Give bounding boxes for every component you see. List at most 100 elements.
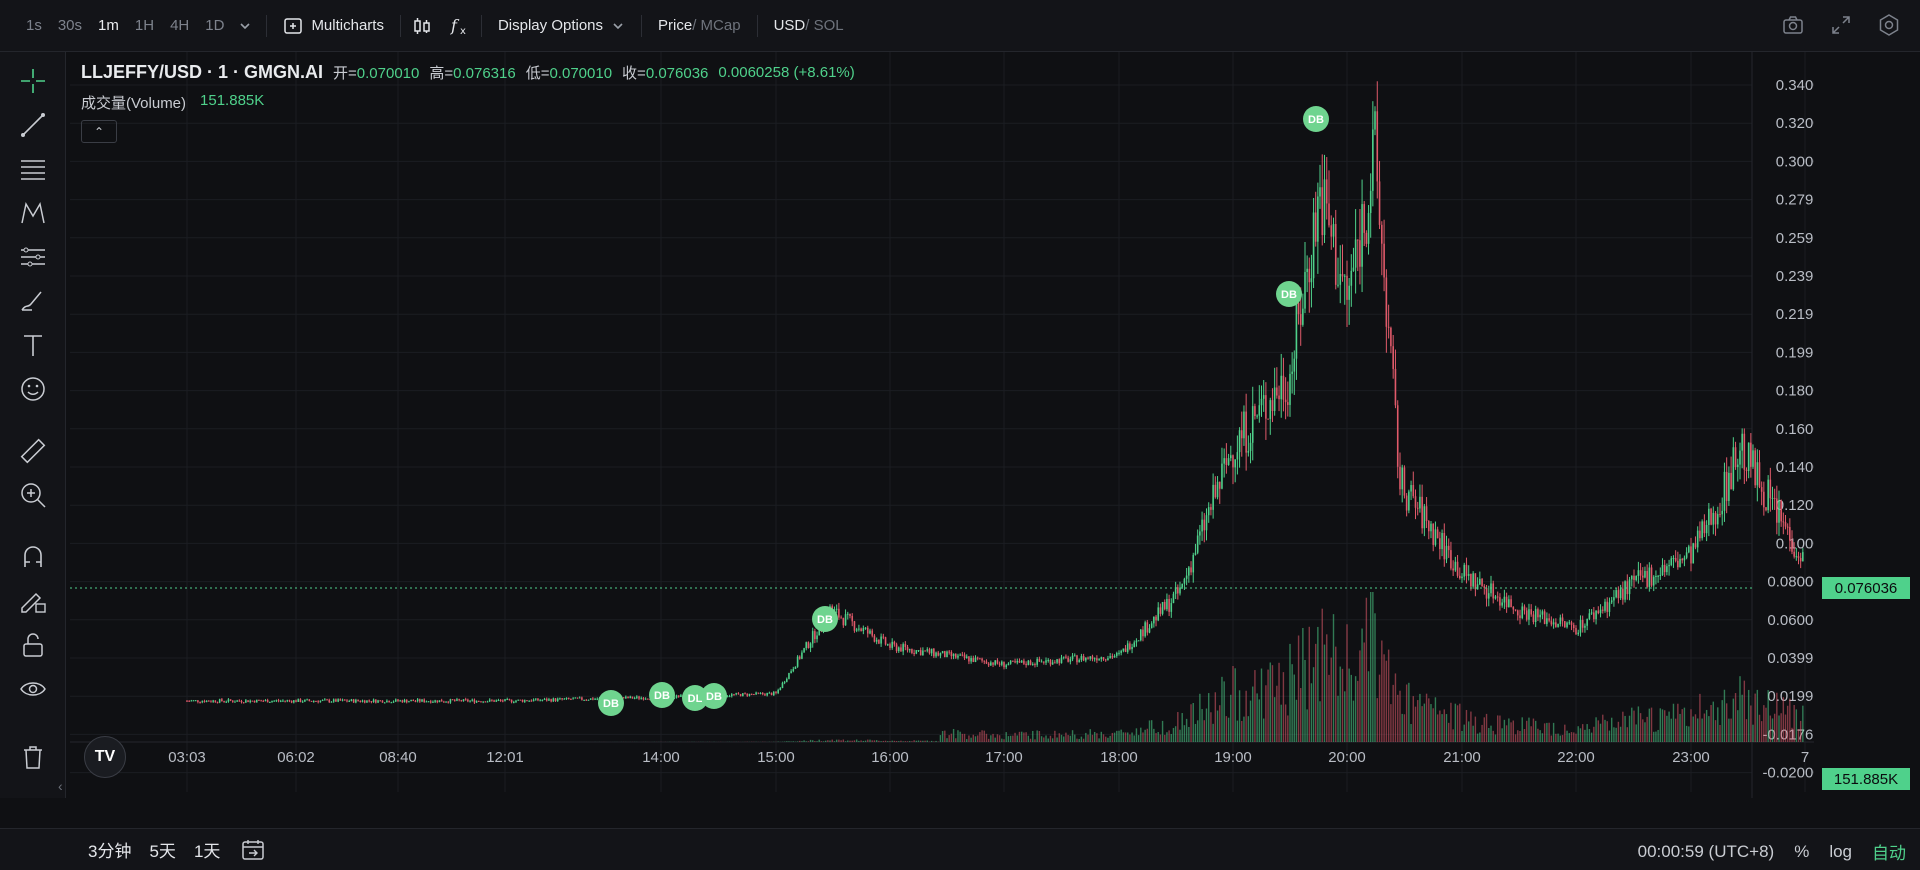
emoji-icon[interactable] [16, 372, 50, 406]
candle-body [306, 699, 308, 701]
timeframe-4H[interactable]: 4H [170, 17, 190, 34]
currency-toggle[interactable]: USD/ SOL [766, 17, 852, 34]
text-icon[interactable] [16, 328, 50, 362]
camera-icon[interactable] [1780, 12, 1806, 38]
candle-style-icon[interactable] [409, 13, 435, 39]
volume-bar [1188, 726, 1190, 742]
candle-body [677, 695, 680, 697]
price-mcap-toggle[interactable]: Price/ MCap [650, 17, 749, 34]
candle-body [482, 701, 484, 703]
candle-body [1590, 612, 1593, 614]
volume-bar [1604, 719, 1606, 742]
volume-bar [1157, 732, 1159, 742]
candle-body [1559, 617, 1562, 624]
candle-body [1107, 658, 1109, 661]
collapse-legend-button[interactable]: ⌃ [81, 120, 117, 143]
range-button[interactable]: 3分钟 [88, 842, 132, 861]
volume-bar [1085, 732, 1087, 742]
candle-body [1304, 272, 1306, 309]
volume-bar [1394, 673, 1397, 742]
volume-bar [1341, 668, 1344, 742]
magnet-icon[interactable] [16, 540, 50, 574]
timeframe-1m[interactable]: 1m [98, 17, 119, 34]
volume-bar [1666, 715, 1668, 742]
volume-bar [1271, 665, 1274, 742]
eye-icon[interactable] [16, 672, 50, 706]
volume-bar [1159, 734, 1162, 742]
candle-body [1445, 545, 1448, 560]
candle-body [726, 696, 729, 698]
zoom-in-icon[interactable] [16, 478, 50, 512]
range-button[interactable]: 5天 [149, 842, 176, 861]
range-button[interactable]: 1天 [193, 842, 221, 861]
volume-bar [913, 740, 915, 742]
candle-body [1683, 557, 1686, 561]
candle-body [755, 692, 757, 695]
timeframe-1H[interactable]: 1H [134, 17, 155, 34]
volume-bar [1523, 728, 1526, 742]
timeframe-30s[interactable]: 30s [57, 17, 83, 34]
candle-body [1238, 430, 1241, 453]
candle-body [1163, 602, 1166, 610]
fib-icon[interactable] [16, 240, 50, 274]
candle-body [1688, 546, 1690, 553]
volume-bar [1543, 723, 1546, 742]
fullscreen-icon[interactable] [1828, 12, 1854, 38]
price-chart[interactable]: 0.34000 0.32000 0.30000 0.27999 0.25999 0.239… [70, 52, 1814, 798]
volume-bar [1419, 693, 1421, 742]
crosshair-icon[interactable] [16, 64, 50, 98]
volume-bar [915, 740, 918, 742]
candle-body [1408, 491, 1410, 511]
candle-body [1289, 373, 1291, 405]
candle-body [913, 652, 915, 654]
volume-bar [1674, 718, 1677, 742]
candle-body [981, 658, 983, 661]
trash-icon[interactable] [16, 740, 50, 774]
trend-line-icon[interactable] [16, 108, 50, 142]
brush-icon[interactable] [16, 284, 50, 318]
horizontal-lines-icon[interactable] [16, 152, 50, 186]
candle-body [1508, 599, 1510, 608]
lock-drawing-icon[interactable] [16, 584, 50, 618]
display-options-button[interactable]: Display Options [490, 17, 633, 34]
volume-bar [1315, 643, 1317, 742]
candle-body [556, 698, 559, 701]
volume-bar [1164, 734, 1166, 742]
percent-toggle[interactable]: % [1794, 841, 1810, 861]
volume-bar [1526, 720, 1528, 742]
multicharts-button[interactable]: Multicharts [275, 16, 392, 36]
volume-bar [992, 733, 994, 742]
volume-bar [1470, 711, 1472, 742]
candle-body [434, 700, 436, 702]
candle-body [275, 700, 278, 702]
candle-body [1421, 496, 1423, 529]
log-toggle[interactable]: log [1829, 841, 1852, 861]
tradingview-logo[interactable]: TV [84, 736, 126, 778]
candle-body [1214, 484, 1217, 498]
candle-body [853, 621, 856, 631]
candle-body [1541, 611, 1544, 615]
volume-bar [792, 741, 794, 742]
symbol-title[interactable]: LLJEFFY/USD · 1 · GMGN.AI [81, 62, 324, 82]
candle-body [1207, 507, 1210, 516]
volume-bar [1566, 730, 1568, 742]
unlock-icon[interactable] [16, 628, 50, 662]
timeframe-1D[interactable]: 1D [205, 17, 225, 34]
settings-icon[interactable] [1876, 12, 1902, 38]
collapse-toolbar-icon[interactable]: ‹ [58, 778, 63, 794]
candle-body [372, 699, 375, 703]
volume-bar [1276, 685, 1278, 742]
ohlc-legend: LLJEFFY/USD · 1 · GMGN.AI 开=0.070010 高=0… [81, 62, 855, 83]
goto-date-icon[interactable] [240, 837, 266, 863]
pattern-icon[interactable] [16, 196, 50, 230]
auto-scale-toggle[interactable]: 自动 [1872, 844, 1906, 863]
price-axis-label: 0.23999 [1776, 268, 1814, 285]
volume-bar [1194, 723, 1197, 742]
ruler-icon[interactable] [16, 434, 50, 468]
volume-bar [1260, 668, 1263, 742]
candle-body [578, 697, 581, 699]
candle-body [1139, 629, 1142, 641]
timeframe-1s[interactable]: 1s [26, 17, 42, 34]
chevron-down-icon[interactable] [232, 13, 258, 39]
